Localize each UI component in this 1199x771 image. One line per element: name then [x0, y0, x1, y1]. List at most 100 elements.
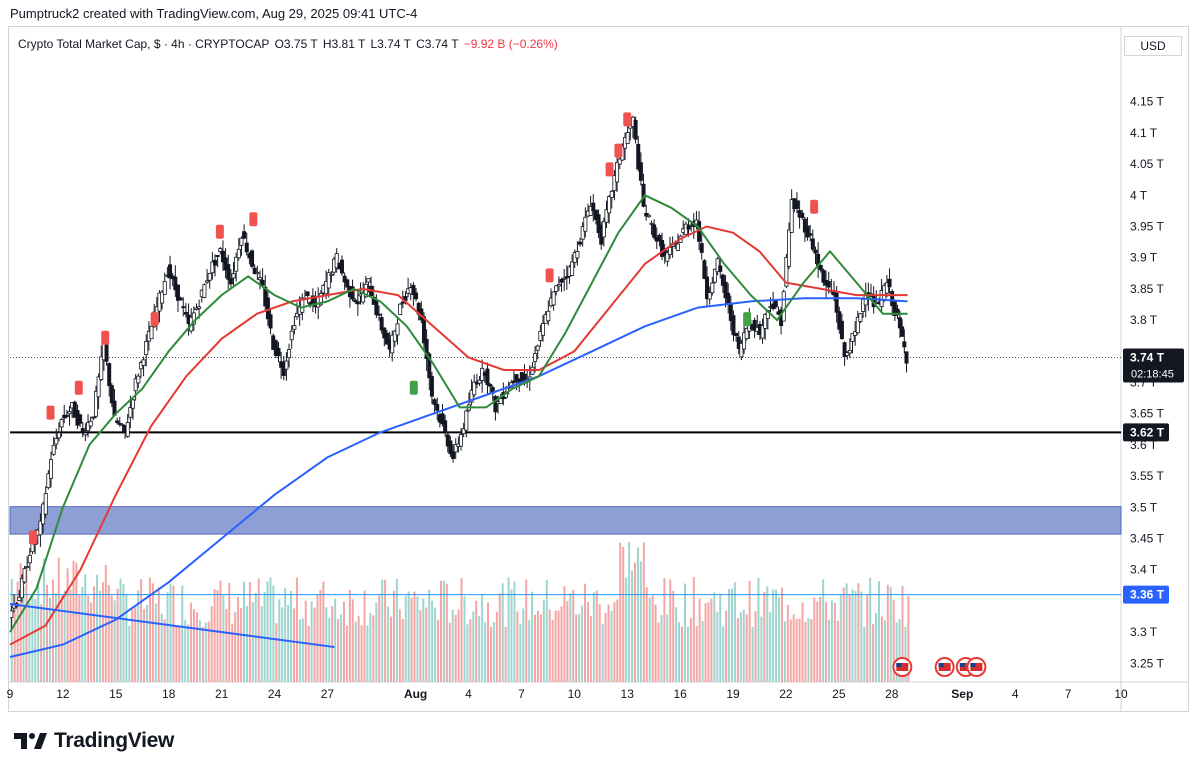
candle-body[interactable]	[445, 434, 450, 447]
candle-body[interactable]	[226, 264, 231, 280]
candle-body[interactable]	[236, 248, 241, 259]
candle-body[interactable]	[731, 315, 736, 336]
candle-body[interactable]	[374, 300, 379, 316]
candle-body[interactable]	[19, 578, 24, 599]
candle-body[interactable]	[255, 272, 260, 275]
candle-body[interactable]	[808, 233, 813, 236]
ema-mid-line[interactable]	[9, 225, 908, 646]
candle-body[interactable]	[215, 254, 220, 257]
candle-body[interactable]	[464, 410, 469, 431]
candle-body[interactable]	[287, 349, 292, 359]
candle-body[interactable]	[318, 293, 323, 306]
candle-body[interactable]	[252, 267, 257, 275]
candle-body[interactable]	[326, 272, 331, 289]
candle-body[interactable]	[570, 261, 575, 276]
candle-body[interactable]	[223, 257, 228, 271]
candle-body[interactable]	[80, 428, 85, 432]
candle-body[interactable]	[578, 241, 583, 245]
candle-body[interactable]	[377, 313, 382, 316]
candle-body[interactable]	[813, 249, 818, 254]
candle-body[interactable]	[46, 473, 51, 489]
candle-body[interactable]	[710, 282, 715, 294]
candle-body[interactable]	[559, 279, 564, 283]
candle-body[interactable]	[120, 423, 125, 426]
candle-body[interactable]	[657, 234, 662, 242]
candle-body[interactable]	[59, 419, 64, 428]
candle-body[interactable]	[554, 285, 559, 292]
candle-body[interactable]	[699, 243, 704, 253]
candle-body[interactable]	[826, 281, 831, 288]
candle-body[interactable]	[242, 231, 247, 239]
candle-body[interactable]	[514, 374, 519, 382]
candle-body[interactable]	[56, 432, 61, 439]
candle-body[interactable]	[858, 313, 863, 322]
candle-body[interactable]	[432, 399, 437, 405]
candle-body[interactable]	[546, 310, 551, 322]
candle-body[interactable]	[511, 380, 516, 383]
candle-body[interactable]	[723, 281, 728, 299]
current-price-tag[interactable]	[1123, 348, 1184, 383]
candle-body[interactable]	[580, 226, 585, 240]
candle-body[interactable]	[625, 132, 630, 144]
candle-body[interactable]	[429, 375, 434, 397]
candle-body[interactable]	[128, 407, 133, 418]
candle-body[interactable]	[295, 312, 300, 318]
candle-body[interactable]	[596, 214, 601, 234]
candle-body[interactable]	[816, 253, 821, 268]
candle-body[interactable]	[541, 323, 546, 336]
support-level-tag[interactable]	[1123, 423, 1169, 442]
candle-body[interactable]	[636, 143, 641, 170]
candle-body[interactable]	[604, 209, 609, 223]
candle-body[interactable]	[784, 257, 789, 287]
candle-body[interactable]	[493, 396, 498, 413]
candle-body[interactable]	[839, 320, 844, 340]
candle-body[interactable]	[218, 248, 223, 252]
candle-body[interactable]	[897, 317, 902, 329]
candle-body[interactable]	[421, 316, 426, 344]
candle-body[interactable]	[562, 277, 567, 280]
candle-body[interactable]	[705, 276, 710, 300]
candle-body[interactable]	[51, 444, 56, 455]
candle-body[interactable]	[181, 306, 186, 309]
candle-body[interactable]	[395, 323, 400, 336]
volume-level-tag[interactable]	[1123, 585, 1169, 604]
candle-body[interactable]	[649, 222, 654, 225]
candle-body[interactable]	[789, 199, 794, 233]
candle-body[interactable]	[734, 332, 739, 337]
candle-body[interactable]	[49, 459, 54, 479]
candle-body[interactable]	[800, 212, 805, 218]
candle-body[interactable]	[424, 338, 429, 360]
candle-body[interactable]	[488, 383, 493, 387]
candle-body[interactable]	[239, 237, 244, 246]
candle-body[interactable]	[345, 279, 350, 288]
candle-body[interactable]	[173, 276, 178, 291]
candle-body[interactable]	[715, 258, 720, 273]
candle-body[interactable]	[902, 341, 907, 348]
candle-body[interactable]	[551, 291, 556, 306]
candle-body[interactable]	[115, 420, 120, 423]
candle-body[interactable]	[234, 256, 239, 272]
candle-body[interactable]	[884, 282, 889, 294]
candle-body[interactable]	[440, 413, 445, 425]
candle-body[interactable]	[263, 286, 268, 307]
candle-body[interactable]	[260, 279, 265, 286]
candle-body[interactable]	[794, 200, 799, 209]
candle-body[interactable]	[276, 347, 281, 357]
candle-body[interactable]	[435, 403, 440, 411]
candle-body[interactable]	[842, 342, 847, 358]
candle-body[interactable]	[160, 291, 165, 304]
candle-body[interactable]	[583, 216, 588, 232]
candle-body[interactable]	[136, 375, 141, 384]
candle-body[interactable]	[310, 295, 315, 304]
candle-body[interactable]	[781, 291, 786, 322]
candle-body[interactable]	[67, 411, 72, 415]
candle-body[interactable]	[675, 243, 680, 251]
candle-body[interactable]	[125, 422, 130, 437]
candle-body[interactable]	[601, 221, 606, 238]
candle-body[interactable]	[99, 356, 104, 381]
candle-body[interactable]	[250, 250, 255, 267]
candle-body[interactable]	[390, 334, 395, 354]
candle-body[interactable]	[837, 311, 842, 330]
candle-body[interactable]	[86, 422, 91, 432]
candle-body[interactable]	[477, 379, 482, 384]
